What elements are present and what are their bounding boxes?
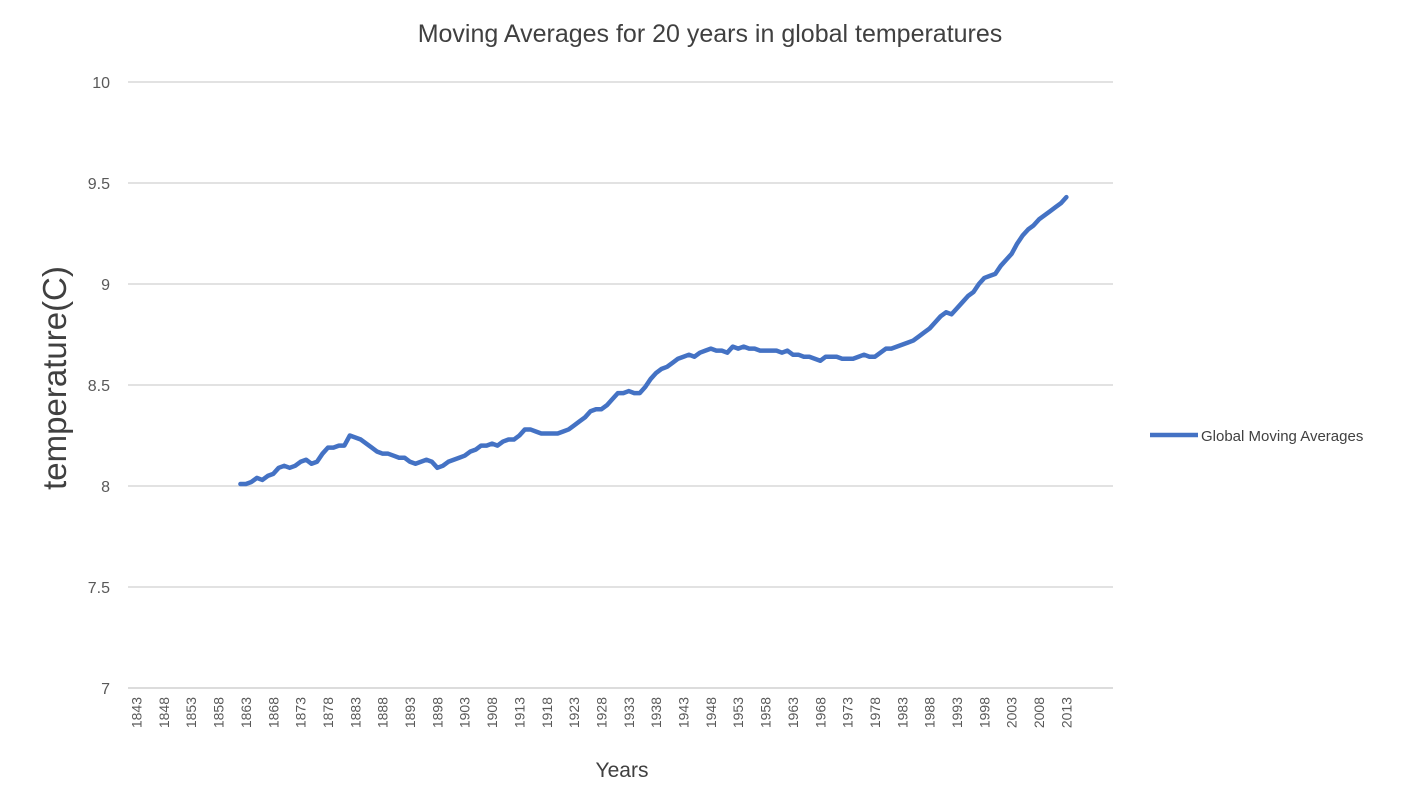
x-tick-label: 1923 [566, 697, 582, 728]
x-tick-label: 1848 [156, 697, 172, 728]
y-tick-label: 10 [92, 75, 110, 92]
x-tick-label: 1898 [429, 697, 445, 728]
x-tick-label: 1983 [894, 697, 910, 728]
y-tick-label: 8 [101, 479, 110, 496]
x-tick-label: 1963 [785, 697, 801, 728]
x-tick-label: 1913 [511, 697, 527, 728]
series-line-global-moving-averages [238, 194, 1069, 487]
x-tick-label: 1998 [976, 697, 992, 728]
legend: Global Moving Averages [1150, 428, 1363, 445]
x-tick-label: 1868 [265, 697, 281, 728]
x-tick-label: 1968 [812, 697, 828, 728]
x-tick-label: 1928 [593, 697, 609, 728]
x-tick-label: 1978 [867, 697, 883, 728]
y-tick-label: 9 [101, 277, 110, 294]
x-tick-label: 1948 [703, 697, 719, 728]
x-tick-label: 1958 [758, 697, 774, 728]
x-tick-label: 1938 [648, 697, 664, 728]
x-tick-label: 1843 [129, 697, 145, 728]
y-tick-label: 9.5 [88, 176, 110, 193]
x-tick-label: 1993 [949, 697, 965, 728]
x-tick-label: 1933 [621, 697, 637, 728]
x-tick-label: 1858 [211, 697, 227, 728]
x-tick-label: 1883 [347, 697, 363, 728]
x-tick-label: 1908 [484, 697, 500, 728]
x-tick-label: 1973 [840, 697, 856, 728]
legend-label: Global Moving Averages [1201, 428, 1363, 445]
y-tick-label: 7.5 [88, 580, 110, 597]
x-tick-label: 1863 [238, 697, 254, 728]
x-tick-label: 1853 [183, 697, 199, 728]
x-tick-label: 1953 [730, 697, 746, 728]
x-tick-label: 1943 [676, 697, 692, 728]
x-axis-title: Years [596, 759, 649, 782]
x-tick-label: 2003 [1004, 697, 1020, 728]
x-tick-label: 1888 [375, 697, 391, 728]
y-axis-ticks: 10 9.5 9 8.5 8 7.5 7 [88, 75, 110, 698]
x-tick-label: 1903 [457, 697, 473, 728]
x-axis-ticks: 1843 1848 1853 1858 1863 1868 1873 1878 1883 1888… [129, 697, 1075, 728]
gridlines [128, 81, 1113, 588]
x-tick-label: 2013 [1058, 697, 1074, 728]
y-tick-label: 7 [101, 681, 110, 698]
x-tick-label: 1988 [922, 697, 938, 728]
x-tick-label: 1893 [402, 697, 418, 728]
x-tick-label: 1918 [539, 697, 555, 728]
x-tick-label: 1873 [293, 697, 309, 728]
x-tick-label: 1878 [320, 697, 336, 728]
chart-title: Moving Averages for 20 years in global t… [418, 20, 1003, 48]
x-tick-label: 2008 [1031, 697, 1047, 728]
y-axis-title: temperature(C) [36, 266, 73, 490]
y-tick-label: 8.5 [88, 378, 110, 395]
